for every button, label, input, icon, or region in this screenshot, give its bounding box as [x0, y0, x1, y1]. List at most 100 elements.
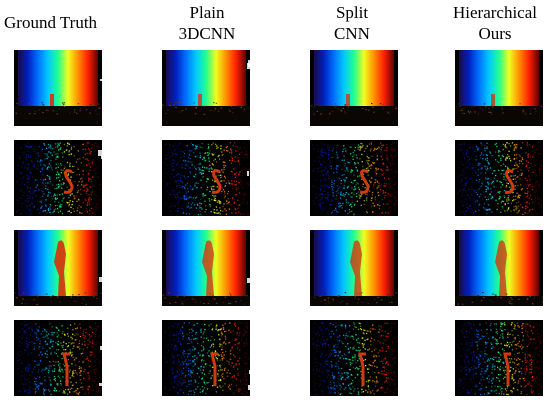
noise-speckle [105, 321, 111, 327]
noise-speckle [122, 346, 127, 350]
noise-speckle [123, 240, 127, 245]
noise-speckle [248, 60, 251, 65]
noise-speckle [257, 243, 262, 247]
noise-speckle [267, 77, 270, 83]
noise-speckle [120, 267, 125, 272]
noise-speckle [101, 104, 104, 108]
noise-speckle [117, 113, 121, 116]
noise-speckle [99, 78, 106, 81]
result-image-row-4-split [310, 320, 398, 396]
noise-speckle [256, 269, 262, 274]
noise-speckle [273, 175, 276, 180]
noise-speckle [269, 343, 273, 348]
noise-speckle [256, 99, 263, 102]
result-image-row-4-hier [455, 320, 543, 396]
noise-speckle [118, 274, 125, 280]
noise-speckle [272, 370, 278, 373]
noise-speckle [273, 382, 278, 386]
noise-speckle [111, 365, 116, 369]
noise-speckle [268, 179, 273, 184]
noise-speckle [251, 198, 255, 203]
noise-speckle [126, 86, 130, 91]
noise-speckle [117, 83, 123, 87]
column-header-ground-truth: Ground Truth [4, 12, 114, 33]
noise-speckle [259, 52, 264, 55]
noise-speckle [250, 260, 254, 266]
noise-speckle [275, 274, 281, 279]
noise-speckle [121, 239, 126, 243]
noise-speckle [104, 190, 109, 194]
noise-speckle [120, 75, 126, 79]
noise-speckle [118, 203, 125, 207]
noise-speckle [261, 95, 268, 99]
noise-speckle [101, 154, 105, 160]
noise-speckle [261, 276, 267, 282]
noise-speckle [110, 150, 117, 157]
noise-speckle [264, 177, 267, 182]
noise-speckle [102, 251, 108, 255]
noise-speckle [124, 260, 127, 267]
noise-speckle [257, 111, 263, 116]
noise-speckle [98, 276, 104, 282]
column-header-plain-3dcnn: Plain 3DCNN [152, 2, 262, 44]
noise-speckle [250, 353, 255, 356]
noise-speckle [273, 263, 280, 268]
noise-speckle [99, 383, 104, 386]
noise-speckle [248, 369, 253, 374]
result-image-row-2-hier [455, 140, 543, 216]
column-header-line: Hierarchical [453, 3, 537, 22]
column-header-line: 3DCNN [178, 24, 236, 43]
noise-speckle [261, 299, 268, 303]
noise-speckle [118, 290, 124, 294]
noise-speckle [272, 145, 277, 149]
noise-speckle [106, 279, 113, 286]
noise-speckle [112, 384, 119, 390]
noise-speckle [120, 105, 126, 110]
noise-speckle [111, 87, 116, 93]
noise-speckle [269, 168, 276, 173]
noise-speckle [256, 193, 260, 197]
result-image-row-3-plain [162, 230, 250, 306]
noise-speckle [107, 336, 113, 342]
noise-speckle [246, 170, 250, 177]
noise-speckle [113, 142, 117, 147]
noise-speckle [254, 320, 259, 324]
noise-speckle [246, 63, 252, 69]
noise-speckle [270, 110, 275, 114]
noise-speckle [247, 385, 253, 391]
noise-speckle [98, 150, 104, 156]
result-image-row-3-gt [14, 230, 102, 306]
noise-speckle [101, 364, 106, 369]
noise-speckle [266, 158, 272, 164]
result-image-row-4-plain [162, 320, 250, 396]
column-header-line: Ground Truth [4, 13, 98, 32]
noise-speckle [264, 253, 269, 256]
noise-speckle [247, 277, 251, 284]
noise-speckle [262, 341, 268, 344]
noise-speckle [113, 180, 117, 185]
result-image-row-3-split [310, 230, 398, 306]
column-header-split-cnn: Split CNN [297, 2, 407, 44]
column-header-line: Split [335, 3, 369, 22]
noise-speckle [105, 207, 110, 210]
result-image-row-2-gt [14, 140, 102, 216]
noise-speckle [271, 208, 275, 213]
noise-speckle [256, 289, 261, 293]
noise-speckle [264, 249, 269, 254]
result-image-row-2-split [310, 140, 398, 216]
noise-speckle [272, 195, 276, 200]
noise-speckle [252, 264, 256, 268]
noise-speckle [110, 206, 114, 211]
noise-speckle [268, 62, 274, 68]
noise-speckle [119, 389, 123, 393]
noise-speckle [255, 108, 259, 115]
noise-speckle [105, 147, 109, 150]
noise-speckle [124, 257, 129, 262]
result-image-row-1-split [310, 50, 398, 126]
noise-speckle [266, 299, 270, 304]
column-header-line: CNN [334, 24, 370, 43]
noise-speckle [252, 341, 258, 346]
noise-speckle [122, 324, 128, 329]
result-image-row-1-hier [455, 50, 543, 126]
noise-speckle [261, 258, 266, 265]
